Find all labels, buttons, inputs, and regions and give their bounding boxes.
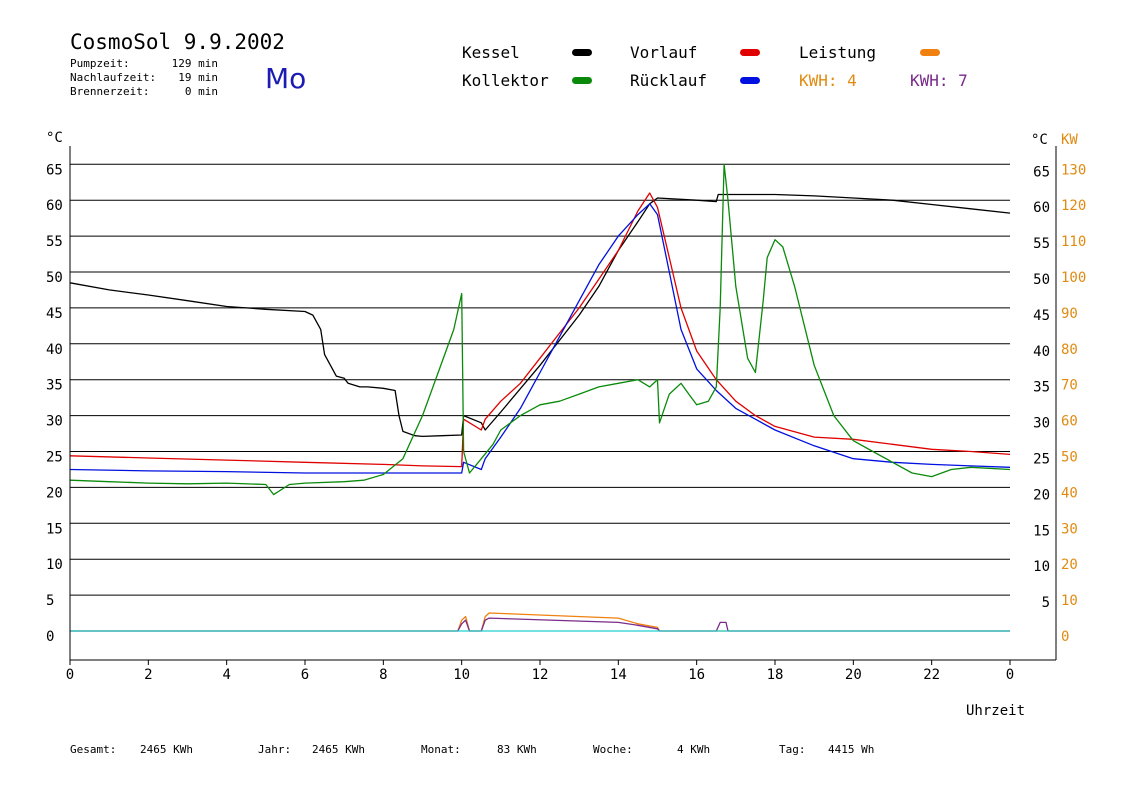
legend-vorlauf-swatch xyxy=(740,49,760,56)
stat-label-0: Pumpzeit: xyxy=(70,57,130,70)
y-tick-right-60: 60 xyxy=(1033,200,1050,216)
stat-value-0: 129 min xyxy=(171,57,218,70)
y-tick-right-45: 45 xyxy=(1033,308,1050,324)
y-tick-left-15: 15 xyxy=(46,521,63,537)
y-tick-left-65: 65 xyxy=(46,162,63,178)
x-tick-label-3: 6 xyxy=(301,667,309,683)
x-tick-label-1: 2 xyxy=(144,667,152,683)
y-tick-left-35: 35 xyxy=(46,378,63,394)
y-tick-left-50: 50 xyxy=(46,270,63,286)
x-tick-label-10: 20 xyxy=(845,667,862,683)
y-tick-left-40: 40 xyxy=(46,342,63,358)
x-tick-label-5: 10 xyxy=(453,667,470,683)
stat-value-2: 0 min xyxy=(184,85,218,98)
footer-jahr-value: 2465 KWh xyxy=(312,743,365,756)
y-axis-unit-right: °C xyxy=(1031,132,1048,148)
footer-woche-label: Woche: xyxy=(593,743,633,756)
y-tick-right-50: 50 xyxy=(1033,272,1050,288)
legend-ruecklauf-swatch xyxy=(740,77,760,84)
series-line-kwh-7 xyxy=(70,617,1010,632)
legend-kollektor-swatch xyxy=(572,77,592,84)
legend-ruecklauf-label: Rücklauf xyxy=(630,71,708,90)
footer-woche-value: 4 KWh xyxy=(677,743,711,756)
x-tick-label-0: 0 xyxy=(66,667,74,683)
kw-tick-120: 120 xyxy=(1061,198,1086,214)
y-tick-left-25: 25 xyxy=(46,450,63,466)
y-tick-left-20: 20 xyxy=(46,485,63,501)
y-tick-right-35: 35 xyxy=(1033,380,1050,396)
kw-tick-50: 50 xyxy=(1061,450,1078,466)
y-tick-right-15: 15 xyxy=(1033,523,1050,539)
y-tick-right-25: 25 xyxy=(1033,452,1050,468)
stat-label-2: Brennerzeit: xyxy=(70,85,150,98)
footer-monat-label: Monat: xyxy=(421,743,461,756)
series-line-leistung xyxy=(70,612,1010,632)
kw-tick-20: 20 xyxy=(1061,557,1078,573)
y-tick-left-5: 5 xyxy=(46,593,54,609)
kw-tick-70: 70 xyxy=(1061,378,1078,394)
footer-jahr-label: Jahr: xyxy=(258,743,292,756)
kw-tick-90: 90 xyxy=(1061,306,1078,322)
x-tick-label-6: 12 xyxy=(532,667,549,683)
kw-tick-40: 40 xyxy=(1061,485,1078,501)
legend-leistung-label: Leistung xyxy=(799,43,877,62)
kw-tick-60: 60 xyxy=(1061,414,1078,430)
footer-tag-value: 4415 Wh xyxy=(828,743,875,756)
y-axis-unit-left: °C xyxy=(46,130,63,146)
legend-kwh-leistung: KWH: 4 xyxy=(799,71,857,90)
y-tick-right-10: 10 xyxy=(1033,559,1050,575)
x-tick-label-4: 8 xyxy=(379,667,387,683)
x-tick-label-7: 14 xyxy=(610,667,627,683)
x-tick-label-8: 16 xyxy=(688,667,705,683)
footer-gesamt-value: 2465 KWh xyxy=(140,743,193,756)
y-tick-left-55: 55 xyxy=(46,234,63,250)
kw-tick-30: 30 xyxy=(1061,521,1078,537)
y-tick-left-30: 30 xyxy=(46,414,63,430)
series-line-vorlauf xyxy=(69,192,1011,468)
y-tick-right-65: 65 xyxy=(1033,164,1050,180)
y-tick-left-45: 45 xyxy=(46,306,63,322)
legend-leistung-swatch xyxy=(920,49,940,56)
x-tick-label-11: 22 xyxy=(923,667,940,683)
y-tick-left-60: 60 xyxy=(46,198,63,214)
x-tick-label-9: 18 xyxy=(767,667,784,683)
weekday-label: Mo xyxy=(265,62,307,95)
y-tick-right-20: 20 xyxy=(1033,487,1050,503)
x-axis-label: Uhrzeit xyxy=(966,703,1025,719)
stat-value-1: 19 min xyxy=(178,71,218,84)
footer-monat-value: 83 KWh xyxy=(497,743,537,756)
kw-tick-130: 130 xyxy=(1061,162,1086,178)
footer-tag-label: Tag: xyxy=(779,743,806,756)
y-tick-right-30: 30 xyxy=(1033,416,1050,432)
series-line-kollektor xyxy=(69,163,1011,496)
kw-tick-10: 10 xyxy=(1061,593,1078,609)
legend-vorlauf-label: Vorlauf xyxy=(630,43,698,62)
y-tick-right-5: 5 xyxy=(1042,595,1050,611)
page-title: CosmoSol 9.9.2002 xyxy=(70,30,285,54)
kw-tick-0: 0 xyxy=(1061,629,1069,645)
legend-kwh-kollektor: KWH: 7 xyxy=(910,71,968,90)
stat-label-1: Nachlaufzeit: xyxy=(70,71,157,84)
legend-kessel-label: Kessel xyxy=(462,43,520,62)
kw-tick-100: 100 xyxy=(1061,270,1086,286)
x-tick-label-2: 4 xyxy=(222,667,230,683)
x-tick-label-12: 0 xyxy=(1006,667,1014,683)
y-tick-right-55: 55 xyxy=(1033,236,1050,252)
y-tick-right-40: 40 xyxy=(1033,344,1050,360)
y-tick-left-10: 10 xyxy=(46,557,63,573)
series-line-r-cklauf xyxy=(69,203,1011,474)
kw-axis-unit: KW xyxy=(1061,132,1078,148)
kw-tick-110: 110 xyxy=(1061,234,1086,250)
y-tick-left-0: 0 xyxy=(46,629,54,645)
legend-kollektor-label: Kollektor xyxy=(462,71,549,90)
footer-gesamt-label: Gesamt: xyxy=(70,743,117,756)
series-line-kessel xyxy=(69,193,1011,438)
legend-kessel-swatch xyxy=(572,49,592,56)
kw-tick-80: 80 xyxy=(1061,342,1078,358)
